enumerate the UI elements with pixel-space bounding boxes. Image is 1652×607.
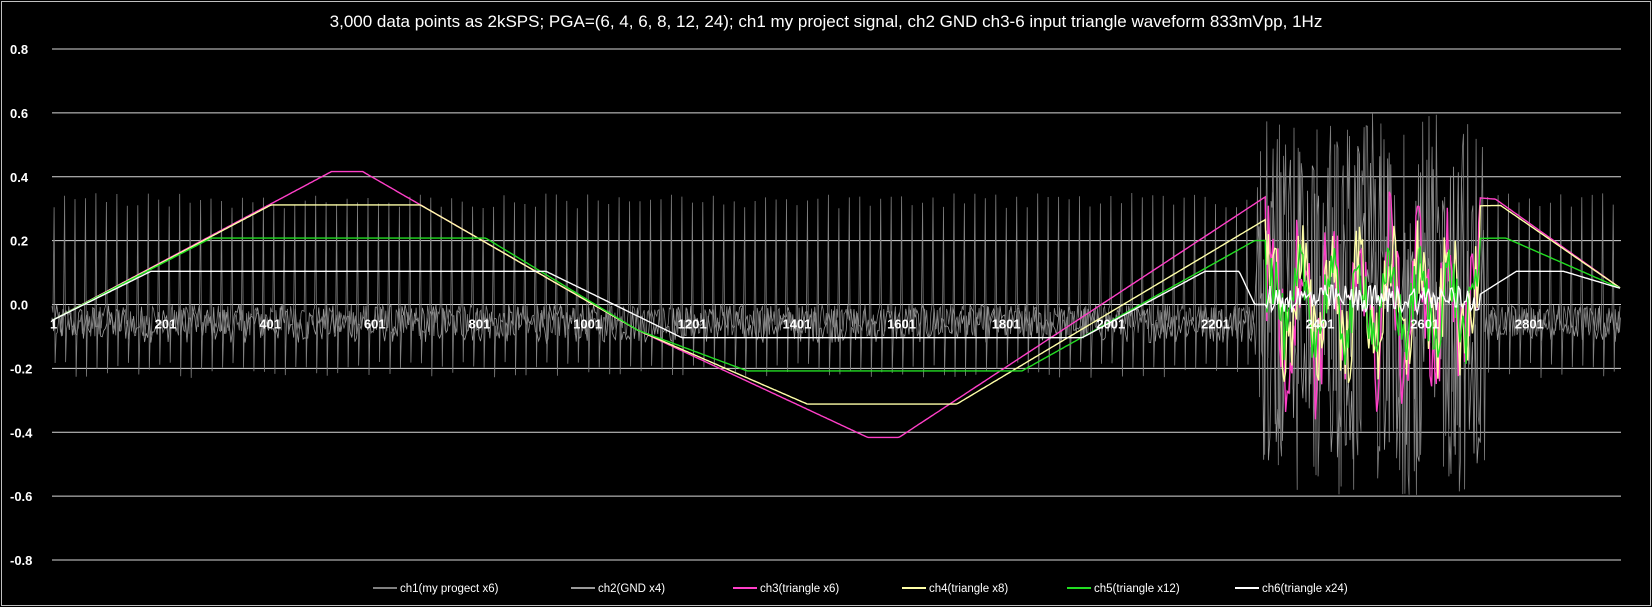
legend-label-ch3: ch3(triangle x6) [760,583,839,595]
x-tick-label: 2001 [1096,317,1125,332]
y-tick-label: -0.2 [10,361,32,376]
x-tick-label: 2201 [1201,317,1230,332]
x-tick-label: 1401 [782,317,811,332]
series-layer [51,112,1621,495]
y-tick-label: 0.8 [10,42,28,57]
x-tick-label: 401 [259,317,281,332]
series-line-ch1 [51,112,1621,495]
y-tick-label: -0.4 [10,425,33,440]
y-tick-label: 0.2 [10,234,28,249]
x-tick-label: 2401 [1306,317,1335,332]
chart-title: 3,000 data points as 2kSPS; PGA=(6, 4, 6… [330,12,1323,31]
legend-label-ch1: ch1(my progect x6) [400,583,499,595]
y-tick-label: -0.8 [10,553,32,568]
x-tick-label: 1601 [887,317,916,332]
y-tick-label: 0.4 [10,170,29,185]
x-tick-label: 1201 [678,317,707,332]
legend-label-ch4: ch4(triangle x8) [929,583,1008,595]
series-line-ch4 [51,204,1621,405]
x-tick-label: 2801 [1515,317,1544,332]
series-line-ch6 [51,270,1621,339]
legend: ch1(my progect x6) ch2(GND x4) ch3(triangl… [373,583,1348,595]
legend-label-ch2: ch2(GND x4) [598,583,665,595]
series-line-ch5 [51,237,1621,372]
x-tick-label: 1801 [992,317,1021,332]
y-tick-label: -0.6 [10,489,32,504]
legend-label-ch6: ch6(triangle x24) [1262,583,1348,595]
x-tick-label: 1 [50,317,57,332]
x-tick-label: 601 [364,317,386,332]
y-tick-label: 0.0 [10,298,28,313]
x-tick-label: 2601 [1410,317,1439,332]
x-tick-label: 1001 [573,317,602,332]
x-axis-ticks: 1 201 401 601 801 1001 1201 1401 1601 1801 2001 220… [50,317,1544,332]
legend-label-ch5: ch5(triangle x12) [1094,583,1180,595]
x-tick-label: 801 [469,317,491,332]
x-tick-label: 201 [155,317,177,332]
y-axis-ticks: 0.8 0.6 0.4 0.2 0.0 -0.2 -0.4 -0.6 -0.8 [10,42,33,568]
y-tick-label: 0.6 [10,106,28,121]
